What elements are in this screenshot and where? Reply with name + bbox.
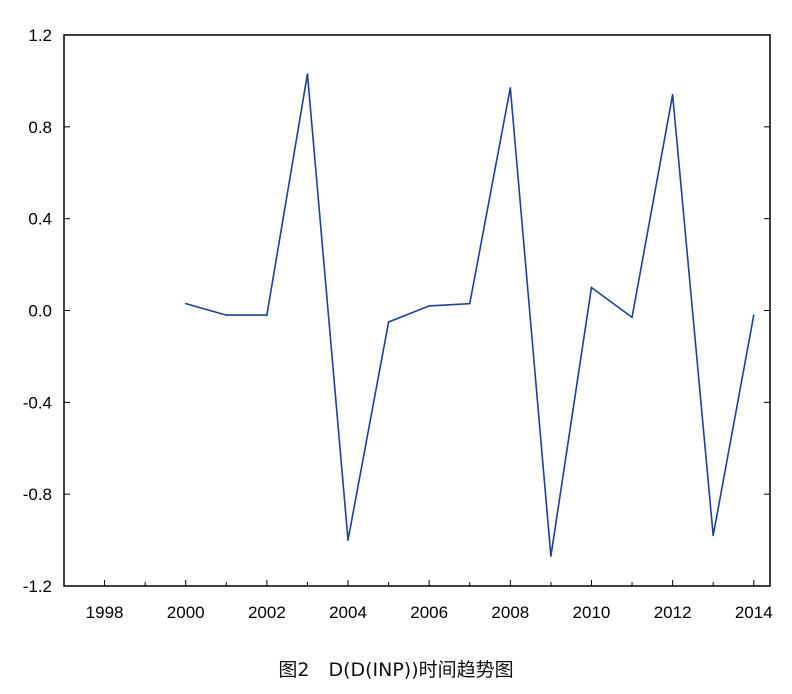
y-tick-label: 0.0: [28, 302, 52, 321]
data-point: [509, 87, 512, 89]
data-point: [306, 73, 309, 75]
data-point: [347, 539, 349, 541]
x-tick-label: 2002: [248, 603, 286, 622]
y-tick-label: -1.2: [23, 577, 52, 596]
y-tick-label: 1.2: [28, 26, 52, 45]
series-line: [185, 73, 755, 557]
data-point: [752, 314, 755, 316]
x-tick-label: 2006: [410, 603, 448, 622]
y-tick-label: -0.4: [23, 393, 52, 412]
x-tick-label: 2004: [329, 603, 367, 622]
x-tick-label: 1998: [86, 603, 124, 622]
y-tick-label: 0.4: [28, 210, 52, 229]
data-point: [387, 321, 390, 323]
data-point: [266, 314, 268, 316]
figure-caption: 图2 D(D(INP))时间趋势图: [278, 659, 514, 681]
data-point: [184, 302, 187, 305]
x-tick-label: 2012: [654, 603, 692, 622]
y-axis: 1.2 0.8 0.4 0.0 -0.4 -0.8 -1.2: [23, 26, 770, 596]
x-tick-label: 2000: [167, 603, 205, 622]
x-tick-label: 2008: [491, 603, 529, 622]
y-tick-label: 0.8: [28, 118, 52, 137]
data-point: [428, 305, 430, 307]
x-tick-label: 2010: [573, 603, 611, 622]
x-axis: 1998 2000 2002 2004 2006 2008 2010 2012 2014: [63, 580, 773, 622]
data-point: [631, 316, 633, 319]
x-tick-label: 2014: [735, 603, 773, 622]
y-tick-label: -0.8: [23, 485, 52, 504]
data-point: [671, 93, 674, 96]
data-point: [712, 534, 714, 537]
data-point: [225, 314, 228, 316]
data-point: [468, 302, 471, 305]
data-point: [590, 286, 593, 289]
data-point: [550, 555, 552, 557]
series-layer: [184, 73, 755, 557]
